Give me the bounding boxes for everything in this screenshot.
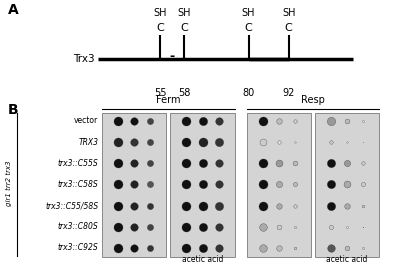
Text: trx3::C55/58S: trx3::C55/58S [45, 201, 98, 210]
Text: SH: SH [242, 8, 255, 18]
Text: acetic acid: acetic acid [182, 255, 223, 264]
Text: SH: SH [282, 8, 296, 18]
Bar [170, 114, 235, 257]
Text: 55: 55 [154, 88, 167, 98]
Bar [102, 114, 166, 257]
Bar [247, 114, 311, 257]
Text: SH: SH [178, 8, 191, 18]
Text: B: B [8, 103, 18, 117]
Text: vector: vector [74, 116, 98, 125]
Text: Resp: Resp [301, 95, 325, 105]
Text: 92: 92 [283, 88, 295, 98]
Text: Trx3: Trx3 [73, 53, 94, 64]
Text: Ferm: Ferm [156, 95, 181, 105]
Text: 80: 80 [243, 88, 255, 98]
Text: trx3::C80S: trx3::C80S [57, 222, 98, 231]
Text: C: C [180, 23, 188, 33]
Text: A: A [8, 3, 19, 17]
Text: -: - [170, 50, 175, 63]
Text: C: C [245, 23, 253, 33]
Text: 58: 58 [178, 88, 190, 98]
Text: glr1 trr2 trx3: glr1 trr2 trx3 [6, 161, 12, 206]
Text: TRX3: TRX3 [78, 138, 98, 147]
Text: trx3::C58S: trx3::C58S [57, 180, 98, 189]
Text: trx3::C92S: trx3::C92S [57, 243, 98, 252]
Text: C: C [156, 23, 164, 33]
Bar [315, 114, 379, 257]
Text: trx3::C55S: trx3::C55S [57, 159, 98, 168]
Text: C: C [285, 23, 293, 33]
Text: SH: SH [154, 8, 167, 18]
Text: acetic acid: acetic acid [326, 255, 368, 264]
